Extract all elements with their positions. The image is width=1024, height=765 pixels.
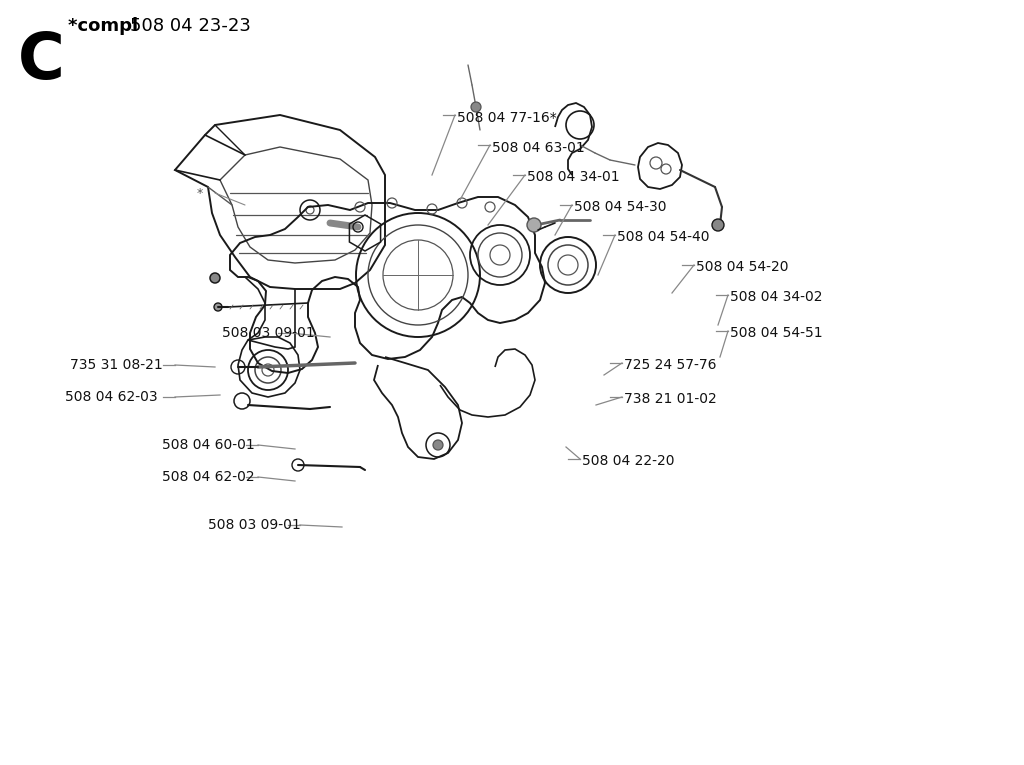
Text: 735 31 08-21: 735 31 08-21	[70, 358, 163, 372]
Text: 508 03 09-01: 508 03 09-01	[208, 518, 301, 532]
Circle shape	[712, 219, 724, 231]
Text: 508 04 23-23: 508 04 23-23	[130, 17, 251, 35]
Text: *compl: *compl	[68, 17, 144, 35]
Text: 508 04 34-02: 508 04 34-02	[730, 290, 822, 304]
Text: 508 04 60-01: 508 04 60-01	[162, 438, 255, 452]
Text: 508 04 62-02: 508 04 62-02	[162, 470, 255, 484]
Text: 738 21 01-02: 738 21 01-02	[624, 392, 717, 406]
Text: 508 04 34-01: 508 04 34-01	[527, 170, 620, 184]
Text: 508 04 54-51: 508 04 54-51	[730, 326, 822, 340]
Circle shape	[433, 440, 443, 450]
Text: 508 04 77-16*: 508 04 77-16*	[457, 111, 557, 125]
Text: 508 04 63-01: 508 04 63-01	[492, 141, 585, 155]
Text: 508 04 54-40: 508 04 54-40	[617, 230, 710, 244]
Text: 508 04 22-20: 508 04 22-20	[582, 454, 675, 468]
Text: C: C	[18, 30, 65, 92]
Text: 725 24 57-76: 725 24 57-76	[624, 358, 717, 372]
Circle shape	[527, 218, 541, 232]
Circle shape	[210, 273, 220, 283]
Text: *: *	[197, 187, 203, 200]
Text: 508 03 09-01: 508 03 09-01	[222, 326, 314, 340]
Text: 508 04 62-03: 508 04 62-03	[65, 390, 158, 404]
Text: 508 04 54-20: 508 04 54-20	[696, 260, 788, 274]
Circle shape	[471, 102, 481, 112]
Circle shape	[214, 303, 222, 311]
Text: 508 04 54-30: 508 04 54-30	[574, 200, 667, 214]
